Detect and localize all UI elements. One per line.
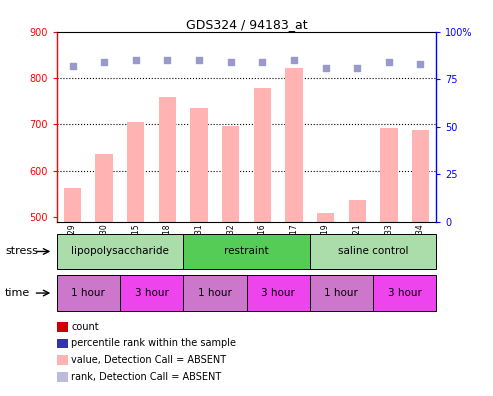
Text: time: time xyxy=(5,288,30,298)
Text: restraint: restraint xyxy=(224,246,269,257)
Bar xyxy=(246,275,310,311)
Text: count: count xyxy=(71,322,99,332)
Point xyxy=(227,59,235,65)
Bar xyxy=(310,275,373,311)
Point xyxy=(385,59,393,65)
Text: 3 hour: 3 hour xyxy=(387,288,422,298)
Bar xyxy=(96,154,113,222)
Text: 1 hour: 1 hour xyxy=(324,288,358,298)
Text: 1 hour: 1 hour xyxy=(198,288,232,298)
Bar xyxy=(190,108,208,222)
Bar xyxy=(412,130,429,222)
Point xyxy=(164,57,172,63)
Text: value, Detection Call = ABSENT: value, Detection Call = ABSENT xyxy=(71,355,227,365)
Bar xyxy=(57,275,120,311)
Text: 3 hour: 3 hour xyxy=(261,288,295,298)
Bar xyxy=(127,122,144,222)
Point xyxy=(258,59,266,65)
Point xyxy=(195,57,203,63)
Text: saline control: saline control xyxy=(338,246,408,257)
Point xyxy=(100,59,108,65)
Point xyxy=(417,61,424,67)
Point xyxy=(290,57,298,63)
Bar xyxy=(380,128,397,222)
Text: 3 hour: 3 hour xyxy=(135,288,169,298)
Point xyxy=(132,57,140,63)
Point xyxy=(69,63,76,69)
Bar xyxy=(57,234,183,269)
Text: rank, Detection Call = ABSENT: rank, Detection Call = ABSENT xyxy=(71,371,222,382)
Bar xyxy=(159,97,176,222)
Bar xyxy=(310,234,436,269)
Bar xyxy=(64,188,81,222)
Text: stress: stress xyxy=(5,246,38,257)
Text: GDS324 / 94183_at: GDS324 / 94183_at xyxy=(186,18,307,31)
Bar xyxy=(285,68,303,222)
Bar xyxy=(222,126,240,222)
Bar xyxy=(373,275,436,311)
Bar xyxy=(120,275,183,311)
Bar xyxy=(317,213,334,222)
Point xyxy=(321,65,329,71)
Bar xyxy=(253,88,271,222)
Bar xyxy=(183,234,310,269)
Text: lipopolysaccharide: lipopolysaccharide xyxy=(71,246,169,257)
Text: percentile rank within the sample: percentile rank within the sample xyxy=(71,338,237,348)
Bar xyxy=(183,275,246,311)
Point xyxy=(353,65,361,71)
Text: 1 hour: 1 hour xyxy=(71,288,106,298)
Bar xyxy=(349,200,366,222)
